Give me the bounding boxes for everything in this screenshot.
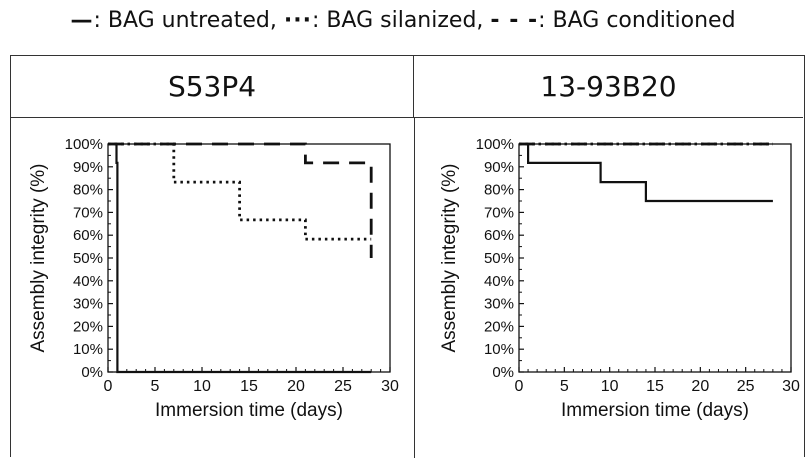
y-tick-label: 70% (73, 204, 103, 221)
x-tick-label: 25 (737, 378, 755, 395)
legend-silanized-label: : BAG silanized, (311, 8, 491, 33)
y-tick-label: 10% (484, 341, 514, 358)
y-tick-label: 0% (81, 364, 103, 381)
x-tick-label: 20 (287, 378, 305, 395)
y-tick-label: 80% (73, 182, 103, 199)
panel-title-right: 13-93B20 (414, 56, 803, 118)
y-tick-label: 50% (484, 250, 514, 267)
y-tick-label: 80% (484, 182, 514, 199)
chart-right: 0% 10% 20% 30% 40% 50% 60% 70% 80% 90% 100% 0 5 10 15 2… (439, 136, 800, 421)
plot-frame (518, 143, 792, 373)
legend-silanized-key: ··· (283, 8, 312, 33)
figure-table: S53P4 13-93B20 (10, 55, 805, 458)
y-tick-label: 100% (476, 136, 514, 153)
legend-untreated-label: : BAG untreated, (93, 8, 284, 33)
x-tick-label: 10 (193, 378, 211, 395)
y-tick-label: 30% (73, 296, 103, 313)
panel-title-left: S53P4 (11, 56, 414, 118)
chart-left: 0% 10% 20% 30% 40% 50% 60% 70% 80% 90% 100% 0 5 10 15 2… (28, 136, 399, 421)
plot-frame (107, 143, 391, 373)
y-axis-label: Assembly integrity (%) (28, 164, 49, 353)
y-tick-label: 100% (65, 136, 103, 153)
series-line-bag-untreated (108, 142, 372, 374)
x-tick-label: 10 (601, 378, 619, 395)
series-line-bag-untreated (519, 142, 773, 203)
legend: —: BAG untreated, ···: BAG silanized, - … (0, 8, 806, 33)
y-tick-label: 90% (73, 159, 103, 176)
y-axis-label: Assembly integrity (%) (439, 164, 460, 353)
y-tick-label: 60% (484, 227, 514, 244)
legend-untreated-key: — (70, 8, 94, 33)
y-tick-label: 20% (484, 318, 514, 335)
legend-conditioned-key: - - - (490, 8, 539, 33)
y-tick-label: 0% (492, 364, 514, 381)
x-tick-label: 15 (240, 378, 258, 395)
x-tick-label: 5 (151, 378, 160, 395)
y-tick-label: 50% (73, 250, 103, 267)
series-line-bag-silanized (108, 142, 372, 241)
x-tick-label: 0 (515, 378, 524, 395)
y-tick-label: 70% (484, 204, 514, 221)
x-tick-label: 30 (782, 378, 800, 395)
x-tick-label: 30 (381, 378, 399, 395)
x-tick-label: 5 (560, 378, 569, 395)
x-axis-label: Immersion time (days) (561, 400, 749, 421)
y-tick-label: 40% (484, 273, 514, 290)
y-tick-label: 40% (73, 273, 103, 290)
x-axis-label: Immersion time (days) (155, 400, 343, 421)
y-tick-label: 60% (73, 227, 103, 244)
x-tick-label: 25 (334, 378, 352, 395)
y-tick-label: 90% (484, 159, 514, 176)
series-line-bag-conditioned (108, 142, 373, 258)
y-tick-label: 10% (73, 341, 103, 358)
x-tick-label: 15 (646, 378, 664, 395)
x-tick-label: 20 (691, 378, 709, 395)
y-tick-label: 20% (73, 318, 103, 335)
panel-divider (414, 118, 415, 458)
x-tick-label: 0 (104, 378, 113, 395)
y-tick-label: 30% (484, 296, 514, 313)
legend-conditioned-label: : BAG conditioned (538, 8, 736, 33)
